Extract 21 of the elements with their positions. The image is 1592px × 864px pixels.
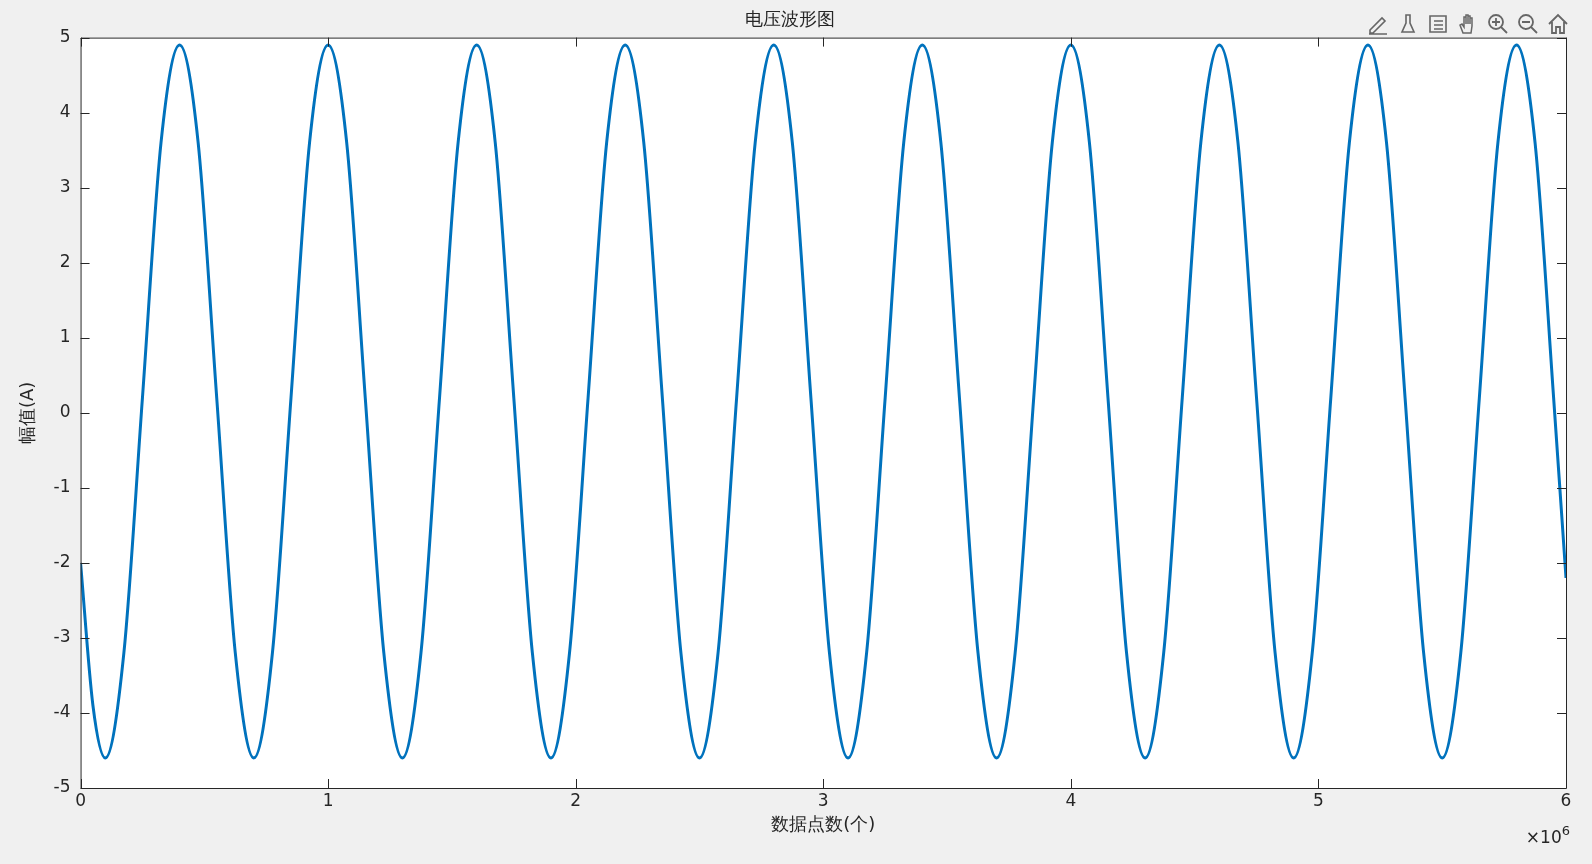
y-tick-label: -2 <box>53 551 71 572</box>
y-tick-label: 2 <box>59 251 71 272</box>
y-tick-label: -1 <box>53 476 71 497</box>
x-tick-label: 3 <box>817 789 829 810</box>
x-tick-label: 5 <box>1313 789 1324 810</box>
x-tick-label: 6 <box>1560 789 1572 810</box>
x-axis-title: 数据点数(个) <box>771 812 876 834</box>
y-tick-label: 5 <box>59 26 71 47</box>
y-tick-label: 0 <box>59 401 71 422</box>
y-axis-title: 幅值(A) <box>16 381 38 444</box>
chart-title: 电压波形图 <box>745 8 835 30</box>
x-tick-label: 4 <box>1065 789 1077 810</box>
y-tick-label: 4 <box>59 101 71 122</box>
y-tick-label: 3 <box>59 176 71 197</box>
y-tick-label: -3 <box>53 626 71 647</box>
x-tick-label: 1 <box>322 789 334 810</box>
y-tick-label: 1 <box>59 326 71 347</box>
x-tick-label: 2 <box>570 789 582 810</box>
y-tick-label: -5 <box>53 776 71 797</box>
y-tick-label: -4 <box>53 701 71 722</box>
x-tick-label: 0 <box>75 789 86 810</box>
